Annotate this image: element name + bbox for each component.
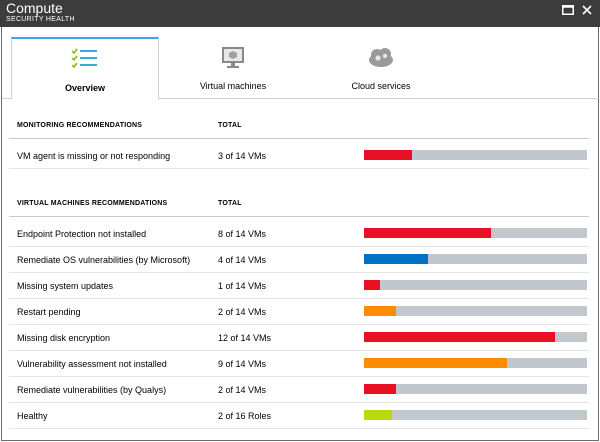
tab-label: Overview (64, 83, 106, 93)
recommendation-total: 1 of 14 VMs (218, 281, 267, 291)
recommendation-row[interactable]: Remediate vulnerabilities (by Qualys) 2 … (9, 377, 589, 403)
recommendation-row[interactable]: Missing system updates 1 of 14 VMs (9, 273, 589, 299)
tab-cloud-services[interactable]: Cloud services (307, 37, 455, 100)
recommendation-name: Missing system updates (17, 281, 114, 291)
recommendation-name: Missing disk encryption (17, 333, 111, 343)
recommendation-row[interactable]: Restart pending 2 of 14 VMs (9, 299, 589, 325)
severity-bar-fill (364, 410, 392, 420)
title-bar: Compute SECURITY HEALTH (0, 0, 600, 27)
severity-bar (364, 410, 587, 420)
severity-bar-fill (364, 280, 380, 290)
tab-virtual-machines[interactable]: Virtual machines (159, 37, 307, 100)
severity-bar-fill (364, 150, 412, 160)
monitor-icon (159, 45, 307, 71)
tab-label: Virtual machines (199, 81, 267, 91)
recommendation-total: 12 of 14 VMs (218, 333, 272, 343)
blade-content: Overview Virtual machines (1, 27, 600, 441)
recommendation-total: 3 of 14 VMs (218, 151, 267, 161)
recommendation-name: VM agent is missing or not responding (17, 151, 171, 161)
cloud-gear-icon (307, 45, 455, 71)
vm-header: VIRTUAL MACHINES RECOMMENDATIONS TOTAL (9, 191, 589, 217)
total-column-header: TOTAL (218, 122, 242, 129)
severity-bar-fill (364, 384, 396, 394)
section-title: MONITORING RECOMMENDATIONS (17, 122, 143, 129)
close-icon[interactable] (580, 3, 594, 17)
severity-bar (364, 150, 587, 160)
checklist-icon (12, 47, 158, 73)
tab-overview[interactable]: Overview (11, 37, 159, 100)
severity-bar (364, 332, 587, 342)
recommendation-name: Vulnerability assessment not installed (17, 359, 167, 369)
recommendation-total: 4 of 14 VMs (218, 255, 267, 265)
monitoring-header: MONITORING RECOMMENDATIONS TOTAL (9, 113, 589, 139)
recommendation-total: 8 of 14 VMs (218, 229, 267, 239)
severity-bar-fill (364, 228, 492, 238)
severity-bar (364, 384, 587, 394)
recommendation-row[interactable]: Missing disk encryption 12 of 14 VMs (9, 325, 589, 351)
recommendation-name: Restart pending (17, 307, 81, 317)
recommendation-total: 2 of 14 VMs (218, 385, 267, 395)
total-column-header: TOTAL (218, 200, 242, 207)
recommendation-total: 2 of 14 VMs (218, 307, 267, 317)
maximize-icon[interactable] (561, 3, 575, 17)
severity-bar (364, 306, 587, 316)
severity-bar-fill (364, 306, 396, 316)
section-title: VIRTUAL MACHINES RECOMMENDATIONS (17, 200, 168, 207)
recommendation-row[interactable]: Healthy 2 of 16 Roles (9, 403, 589, 429)
recommendation-total: 2 of 16 Roles (218, 411, 272, 421)
recommendation-name: Remediate OS vulnerabilities (by Microso… (17, 255, 191, 265)
recommendation-row[interactable]: Remediate OS vulnerabilities (by Microso… (9, 247, 589, 273)
tab-strip: Overview Virtual machines (2, 27, 600, 100)
severity-bar (364, 358, 587, 368)
recommendation-name: Healthy (17, 411, 48, 421)
window-title: Compute (6, 0, 63, 16)
severity-bar-fill (364, 332, 556, 342)
recommendation-row[interactable]: Vulnerability assessment not installed 9… (9, 351, 589, 377)
recommendation-name: Endpoint Protection not installed (17, 229, 147, 239)
severity-bar-fill (364, 254, 428, 264)
window-subtitle: SECURITY HEALTH (6, 16, 75, 23)
recommendation-row[interactable]: VM agent is missing or not responding 3 … (9, 143, 589, 169)
recommendation-total: 9 of 14 VMs (218, 359, 267, 369)
severity-bar (364, 228, 587, 238)
recommendation-name: Remediate vulnerabilities (by Qualys) (17, 385, 167, 395)
recommendation-row[interactable]: Endpoint Protection not installed 8 of 1… (9, 221, 589, 247)
severity-bar (364, 280, 587, 290)
severity-bar-fill (364, 358, 508, 368)
severity-bar (364, 254, 587, 264)
tab-label: Cloud services (351, 81, 411, 91)
